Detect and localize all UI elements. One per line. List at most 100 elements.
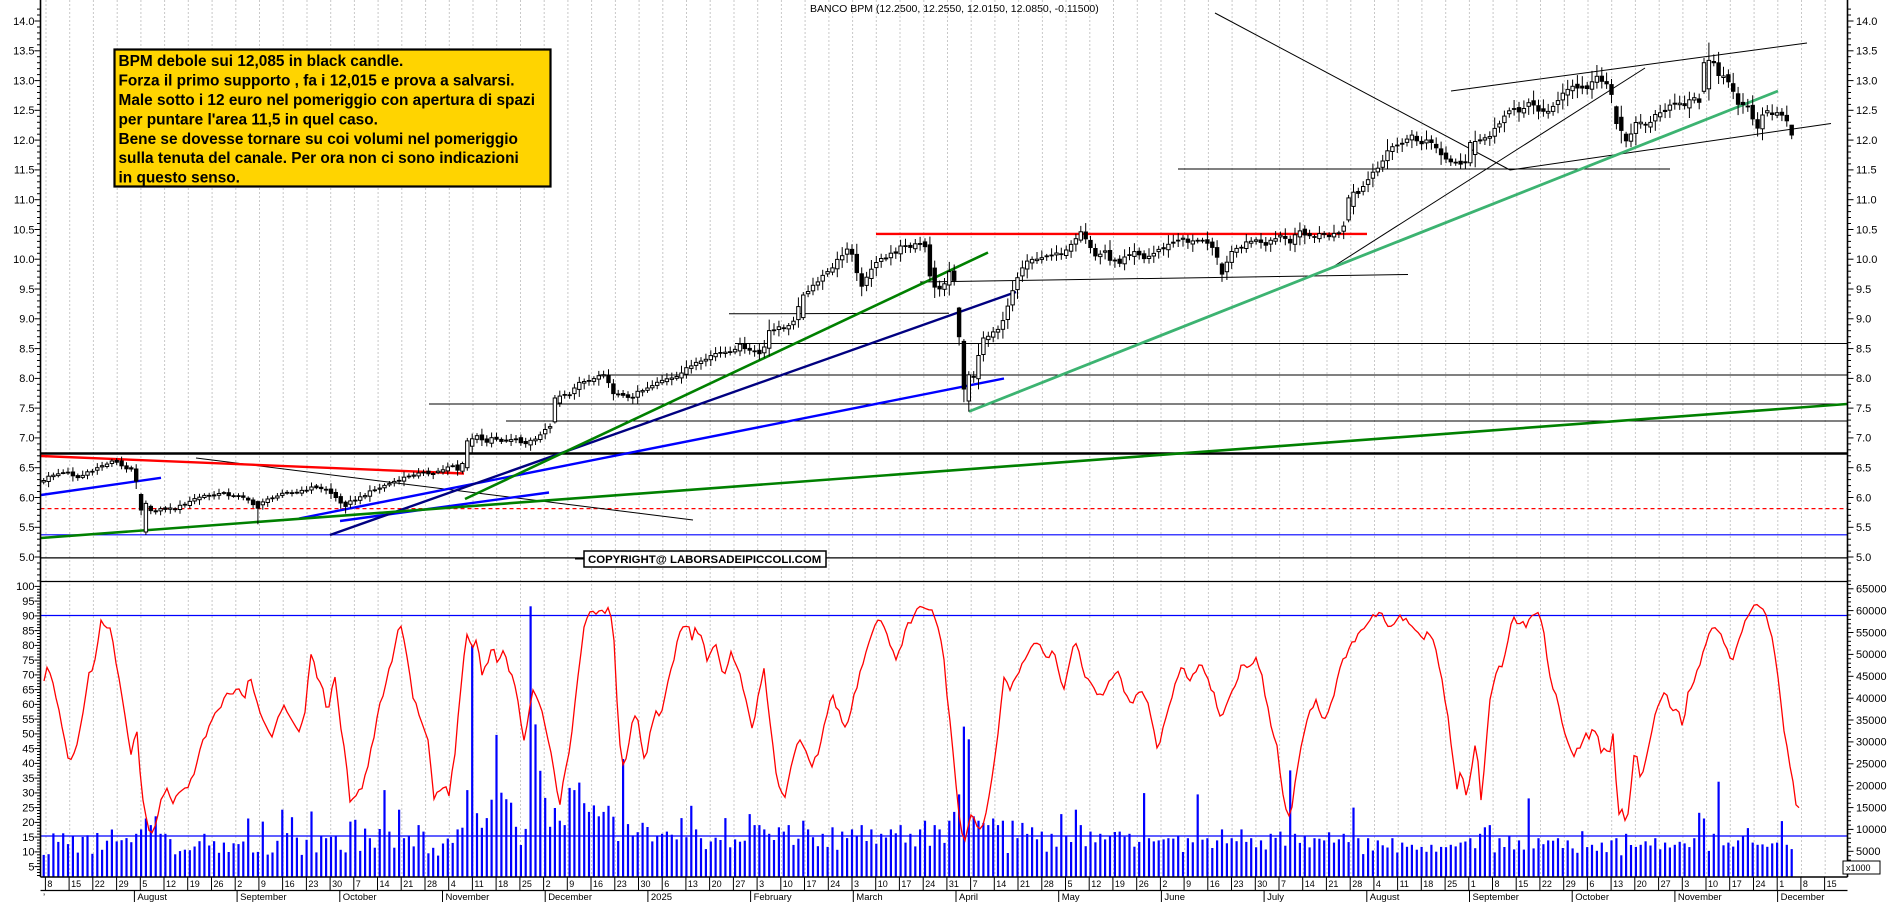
svg-text:x1000: x1000 xyxy=(1846,863,1871,873)
svg-text:40: 40 xyxy=(22,758,34,770)
svg-text:9.0: 9.0 xyxy=(1856,314,1871,326)
svg-text:9.5: 9.5 xyxy=(1856,284,1871,296)
svg-text:25: 25 xyxy=(522,879,532,889)
svg-text:12: 12 xyxy=(166,879,176,889)
svg-text:5.0: 5.0 xyxy=(19,552,34,564)
svg-text:Forza il primo supporto , fa i: Forza il primo supporto , fa i 12,015 e … xyxy=(119,73,515,90)
svg-text:21: 21 xyxy=(403,879,413,889)
svg-text:December: December xyxy=(548,892,592,902)
svg-text:October: October xyxy=(343,892,377,902)
svg-text:40000: 40000 xyxy=(1856,693,1887,705)
svg-text:50: 50 xyxy=(22,729,34,741)
svg-text:11.5: 11.5 xyxy=(1856,165,1877,177)
svg-text:30: 30 xyxy=(22,788,34,800)
svg-text:13.0: 13.0 xyxy=(13,75,34,87)
svg-text:11: 11 xyxy=(1400,879,1409,889)
svg-text:10.0: 10.0 xyxy=(1856,254,1877,266)
svg-text:11.0: 11.0 xyxy=(1856,195,1877,207)
svg-text:60000: 60000 xyxy=(1856,605,1887,617)
svg-text:13.5: 13.5 xyxy=(13,46,34,58)
svg-text:July: July xyxy=(1267,892,1284,902)
svg-text:10: 10 xyxy=(878,879,888,889)
svg-text:90: 90 xyxy=(22,611,34,623)
svg-text:11.0: 11.0 xyxy=(14,195,35,207)
svg-text:24: 24 xyxy=(830,879,840,889)
svg-text:45: 45 xyxy=(22,743,34,755)
svg-text:22: 22 xyxy=(95,879,105,889)
svg-text:23: 23 xyxy=(617,879,627,889)
svg-text:14: 14 xyxy=(1305,879,1315,889)
svg-text:1: 1 xyxy=(1779,879,1784,889)
svg-text:17: 17 xyxy=(1732,879,1742,889)
svg-text:13: 13 xyxy=(1613,879,1623,889)
svg-text:6: 6 xyxy=(664,879,669,889)
svg-text:23: 23 xyxy=(308,879,318,889)
svg-text:55: 55 xyxy=(22,714,34,726)
svg-text:12.0: 12.0 xyxy=(1856,135,1877,147)
svg-text:October: October xyxy=(1575,892,1609,902)
svg-text:35: 35 xyxy=(22,773,34,785)
svg-text:27: 27 xyxy=(735,879,745,889)
svg-text:5: 5 xyxy=(142,879,147,889)
svg-text:COPYRIGHT@ LABORSADEIPICCOLI.C: COPYRIGHT@ LABORSADEIPICCOLI.COM xyxy=(588,554,821,566)
svg-text:6: 6 xyxy=(1589,879,1594,889)
svg-text:March: March xyxy=(856,892,882,902)
svg-text:19: 19 xyxy=(1115,879,1125,889)
svg-text:8: 8 xyxy=(1495,879,1500,889)
svg-text:9: 9 xyxy=(261,879,266,889)
svg-text:3: 3 xyxy=(1684,879,1689,889)
svg-text:20: 20 xyxy=(22,817,34,829)
svg-text:8.0: 8.0 xyxy=(1856,373,1871,385)
svg-text:7.5: 7.5 xyxy=(19,403,34,415)
svg-text:25000: 25000 xyxy=(1856,759,1887,771)
svg-text:14: 14 xyxy=(380,879,390,889)
svg-text:9: 9 xyxy=(569,879,574,889)
svg-text:18: 18 xyxy=(498,879,508,889)
svg-text:5.0: 5.0 xyxy=(1856,552,1871,564)
svg-text:65: 65 xyxy=(22,684,34,696)
svg-text:80: 80 xyxy=(22,640,34,652)
svg-text:30: 30 xyxy=(641,879,651,889)
svg-text:21: 21 xyxy=(1328,879,1338,889)
svg-text:85: 85 xyxy=(22,625,34,637)
svg-text:May: May xyxy=(1062,892,1080,902)
svg-text:in questo senso.: in questo senso. xyxy=(119,170,240,187)
svg-text:15: 15 xyxy=(1827,879,1837,889)
svg-text:31: 31 xyxy=(949,879,959,889)
svg-text:7: 7 xyxy=(356,879,361,889)
svg-text:10000: 10000 xyxy=(1856,824,1887,836)
svg-text:10.5: 10.5 xyxy=(1856,224,1877,236)
svg-text:30: 30 xyxy=(332,879,342,889)
svg-text:6.5: 6.5 xyxy=(1856,463,1871,475)
svg-text:65000: 65000 xyxy=(1856,584,1887,596)
svg-text:50000: 50000 xyxy=(1856,649,1887,661)
svg-text:25: 25 xyxy=(1447,879,1457,889)
svg-text:BANCO BPM (12.2500, 12.2550, 1: BANCO BPM (12.2500, 12.2550, 12.0150, 12… xyxy=(810,3,1099,15)
svg-text:5: 5 xyxy=(1068,879,1073,889)
svg-text:7.0: 7.0 xyxy=(1856,433,1871,445)
svg-text:20000: 20000 xyxy=(1856,781,1887,793)
svg-text:6.5: 6.5 xyxy=(19,463,34,475)
svg-text:29: 29 xyxy=(1566,879,1576,889)
svg-text:95: 95 xyxy=(22,596,34,608)
svg-text:24: 24 xyxy=(925,879,935,889)
svg-text:February: February xyxy=(754,892,792,902)
svg-text:70: 70 xyxy=(22,670,34,682)
svg-text:4: 4 xyxy=(1376,879,1381,889)
svg-text:’: ’ xyxy=(43,892,45,902)
svg-text:17: 17 xyxy=(901,879,911,889)
svg-text:60: 60 xyxy=(22,699,34,711)
svg-text:10: 10 xyxy=(22,847,34,859)
svg-text:9: 9 xyxy=(1186,879,1191,889)
svg-text:100: 100 xyxy=(16,581,34,593)
svg-text:April: April xyxy=(959,892,978,902)
svg-text:30000: 30000 xyxy=(1856,737,1887,749)
svg-text:8.5: 8.5 xyxy=(1856,343,1871,355)
svg-text:18: 18 xyxy=(1423,879,1433,889)
svg-text:2: 2 xyxy=(237,879,242,889)
svg-text:13.0: 13.0 xyxy=(1856,75,1877,87)
svg-text:28: 28 xyxy=(1352,879,1362,889)
svg-text:19: 19 xyxy=(190,879,200,889)
svg-text:3: 3 xyxy=(759,879,764,889)
svg-text:14.0: 14.0 xyxy=(1856,16,1877,28)
